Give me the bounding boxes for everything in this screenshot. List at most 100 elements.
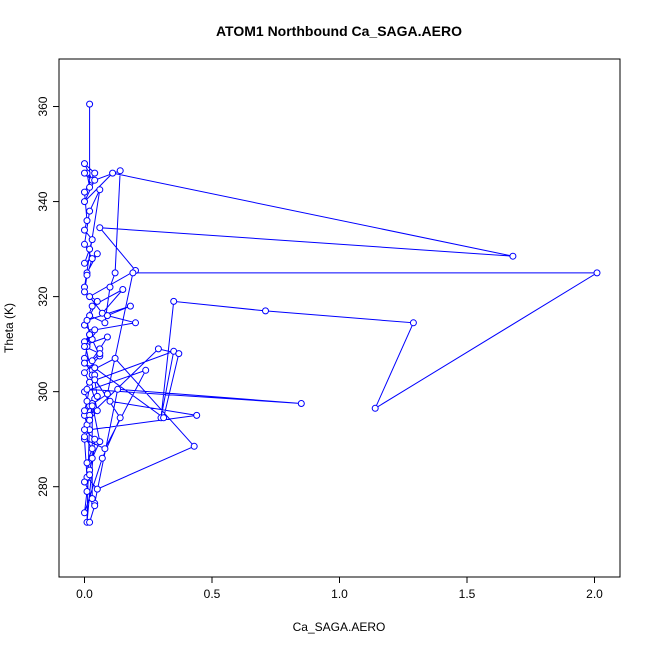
data-point — [86, 471, 94, 479]
data-point — [91, 169, 99, 177]
data-point — [160, 414, 168, 422]
data-point — [86, 245, 94, 253]
data-point — [81, 259, 88, 267]
data-point — [93, 392, 101, 400]
data-point — [93, 485, 101, 493]
data-point — [297, 400, 305, 407]
data-point — [81, 288, 88, 296]
data-point — [103, 333, 111, 341]
data-point — [103, 312, 111, 320]
data-point — [86, 331, 94, 339]
data-point — [86, 293, 94, 301]
data-point — [109, 169, 117, 177]
data-point — [91, 326, 99, 334]
data-point — [81, 426, 88, 434]
data-point — [81, 226, 88, 234]
data-point — [371, 404, 379, 412]
data-point — [96, 186, 104, 194]
data-point — [98, 454, 106, 462]
data-point — [409, 319, 417, 327]
data-point — [154, 345, 162, 353]
data-point — [101, 319, 109, 327]
data-point — [81, 198, 88, 206]
x-tick-label: 0.5 — [204, 587, 221, 601]
data-point — [190, 442, 198, 450]
data-point — [262, 307, 269, 315]
data-point — [116, 414, 124, 422]
x-tick-label: 1.5 — [459, 587, 476, 601]
data-point — [83, 271, 91, 279]
data-point — [106, 397, 114, 405]
data-point — [88, 302, 96, 310]
x-tick-label: 1.0 — [331, 587, 348, 601]
data-point — [96, 350, 104, 358]
data-point — [86, 416, 94, 424]
data-point — [83, 217, 91, 225]
data-point — [91, 502, 99, 510]
y-axis-label: Theta (K) — [2, 303, 16, 353]
data-point — [101, 445, 109, 453]
data-point — [83, 488, 91, 495]
data-point — [86, 518, 94, 526]
data-point — [88, 495, 96, 503]
data-point — [91, 435, 99, 443]
x-axis: 0.0 0.5 1.0 1.5 2.0 — [76, 577, 603, 601]
data-point — [83, 397, 91, 405]
data-point — [93, 407, 101, 415]
data-point — [116, 167, 124, 175]
data-point — [81, 169, 88, 177]
x-axis-label: Ca_SAGA.AERO — [293, 620, 386, 634]
data-point — [142, 366, 150, 374]
data-point — [81, 433, 88, 441]
series-layer — [81, 100, 601, 526]
data-point — [86, 100, 94, 108]
data-point — [93, 297, 101, 305]
data-point — [126, 302, 134, 310]
data-point — [86, 183, 94, 191]
data-point — [81, 509, 88, 517]
data-point — [88, 236, 96, 244]
data-point — [81, 343, 88, 350]
data-point — [111, 269, 119, 277]
data-point — [111, 354, 119, 362]
data-point — [132, 319, 139, 327]
data-point — [88, 402, 96, 410]
y-tick-label: 300 — [36, 381, 50, 401]
data-point — [81, 188, 88, 196]
chart-title: ATOM1 Northbound Ca_SAGA.AERO — [216, 23, 462, 39]
data-point — [129, 269, 137, 277]
y-axis: 280 300 320 340 360 — [36, 96, 59, 497]
data-point — [106, 283, 114, 291]
data-point — [93, 250, 101, 258]
y-tick-label: 280 — [36, 476, 50, 496]
data-point — [96, 224, 104, 232]
data-point — [88, 445, 96, 453]
data-point — [81, 240, 88, 248]
data-point — [88, 357, 96, 365]
data-point — [114, 385, 122, 393]
data-point — [88, 454, 96, 462]
data-point — [593, 269, 601, 277]
data-point — [83, 459, 91, 467]
data-point — [91, 176, 99, 184]
x-tick-label: 0.0 — [76, 587, 93, 601]
data-point — [86, 378, 94, 386]
data-point — [175, 350, 183, 358]
data-point — [193, 411, 201, 419]
y-tick-label: 320 — [36, 286, 50, 306]
data-point — [170, 297, 178, 305]
y-tick-label: 360 — [36, 96, 50, 116]
data-point — [83, 385, 91, 393]
y-tick-label: 340 — [36, 191, 50, 211]
x-tick-label: 2.0 — [586, 587, 603, 601]
data-point — [91, 364, 99, 372]
data-point — [81, 407, 88, 415]
data-point — [81, 359, 88, 367]
data-point — [88, 255, 96, 263]
data-point — [81, 160, 88, 168]
data-point — [119, 286, 127, 293]
data-point — [509, 252, 517, 260]
data-point — [103, 390, 111, 398]
data-point — [86, 207, 94, 215]
